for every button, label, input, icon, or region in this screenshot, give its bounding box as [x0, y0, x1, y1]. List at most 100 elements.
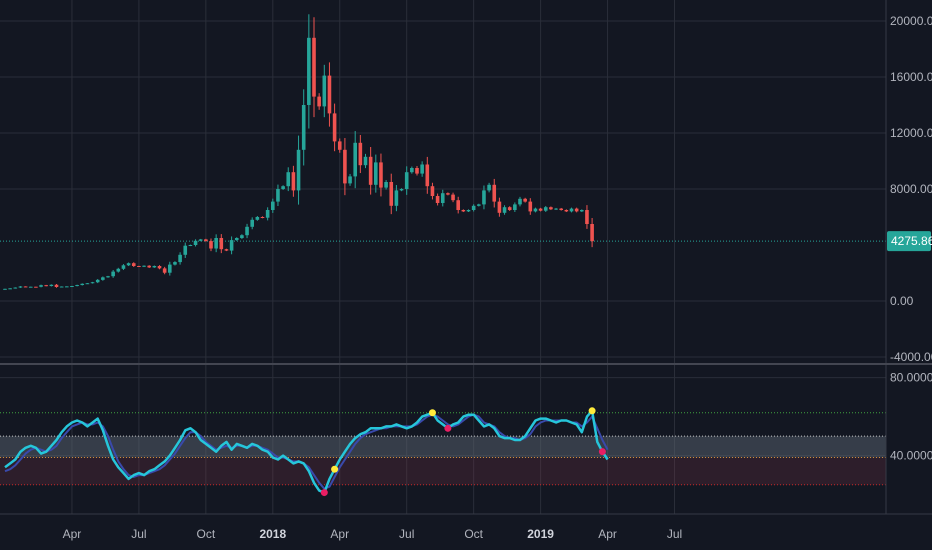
candle-body[interactable]: [430, 186, 435, 196]
candle-body[interactable]: [420, 164, 424, 174]
candle-body[interactable]: [126, 263, 131, 266]
candle[interactable]: [420, 161, 424, 177]
candle[interactable]: [142, 265, 146, 268]
candle[interactable]: [374, 154, 378, 193]
candle[interactable]: [394, 185, 399, 212]
candle[interactable]: [116, 267, 121, 273]
candle[interactable]: [559, 207, 563, 211]
candle-body[interactable]: [363, 156, 368, 166]
candle[interactable]: [13, 287, 18, 289]
candle-body[interactable]: [549, 207, 553, 210]
oscillator-series[interactable]: [4, 407, 609, 497]
candle[interactable]: [569, 207, 574, 213]
price-candles[interactable]: [3, 14, 594, 290]
candle[interactable]: [265, 207, 270, 221]
candle-body[interactable]: [168, 264, 172, 273]
candle-body[interactable]: [312, 37, 316, 97]
candle[interactable]: [574, 207, 579, 213]
candle[interactable]: [80, 283, 85, 286]
candle-body[interactable]: [3, 288, 7, 290]
candle[interactable]: [137, 265, 141, 267]
candle[interactable]: [296, 135, 301, 205]
candle[interactable]: [523, 197, 527, 203]
candle-body[interactable]: [95, 279, 100, 283]
candle-body[interactable]: [487, 184, 491, 191]
candle[interactable]: [147, 265, 151, 268]
candle-body[interactable]: [322, 75, 327, 107]
candle[interactable]: [214, 234, 218, 253]
candle-body[interactable]: [44, 285, 48, 287]
candle[interactable]: [332, 103, 337, 152]
candle[interactable]: [219, 234, 224, 254]
candle-body[interactable]: [585, 210, 589, 224]
candle[interactable]: [39, 284, 43, 288]
candle[interactable]: [168, 261, 172, 276]
candle-body[interactable]: [528, 201, 533, 212]
candle-body[interactable]: [8, 288, 12, 290]
candle[interactable]: [404, 166, 409, 195]
candle-body[interactable]: [348, 176, 352, 184]
candle-body[interactable]: [399, 189, 404, 191]
candle-body[interactable]: [116, 268, 121, 272]
candle-body[interactable]: [90, 282, 95, 284]
candle-body[interactable]: [23, 286, 28, 288]
candle-body[interactable]: [265, 210, 270, 218]
candle-body[interactable]: [358, 142, 363, 166]
candle[interactable]: [502, 205, 507, 215]
candle-body[interactable]: [518, 198, 522, 205]
candle[interactable]: [229, 236, 234, 255]
candle-body[interactable]: [188, 245, 193, 246]
candle-body[interactable]: [39, 285, 43, 287]
candle-body[interactable]: [13, 287, 18, 289]
candle[interactable]: [34, 286, 38, 288]
last-price-tag[interactable]: [887, 231, 931, 252]
candle[interactable]: [456, 196, 460, 214]
candle[interactable]: [451, 192, 455, 203]
candle[interactable]: [85, 283, 90, 285]
candle-body[interactable]: [543, 207, 548, 211]
candle[interactable]: [533, 207, 538, 213]
candle[interactable]: [126, 262, 131, 267]
candle-body[interactable]: [327, 75, 332, 114]
candle-body[interactable]: [477, 204, 481, 206]
candle-body[interactable]: [101, 277, 105, 280]
candle[interactable]: [317, 93, 321, 110]
candle-body[interactable]: [425, 164, 430, 187]
candle-body[interactable]: [75, 285, 79, 287]
candle[interactable]: [461, 209, 466, 213]
candle[interactable]: [70, 285, 74, 288]
candle-body[interactable]: [513, 204, 517, 210]
candle-body[interactable]: [255, 217, 260, 220]
candle[interactable]: [276, 184, 280, 207]
candle-body[interactable]: [281, 186, 285, 189]
candle-body[interactable]: [271, 201, 275, 210]
candle[interactable]: [65, 286, 69, 288]
candle-body[interactable]: [80, 283, 85, 286]
candle[interactable]: [18, 286, 23, 288]
candle-body[interactable]: [204, 239, 208, 242]
candle-body[interactable]: [404, 172, 409, 189]
candle[interactable]: [497, 197, 502, 217]
candle-body[interactable]: [471, 205, 476, 210]
candle-body[interactable]: [451, 194, 455, 201]
signal-marker[interactable]: [331, 465, 339, 473]
candle-body[interactable]: [142, 265, 146, 267]
candle[interactable]: [157, 265, 162, 270]
candle[interactable]: [466, 209, 471, 213]
candle[interactable]: [209, 238, 213, 252]
candle-body[interactable]: [296, 149, 301, 191]
signal-marker[interactable]: [444, 424, 452, 432]
candle-body[interactable]: [384, 182, 388, 188]
candle-body[interactable]: [554, 208, 558, 210]
candle[interactable]: [188, 244, 193, 247]
candle[interactable]: [389, 173, 394, 215]
candle-body[interactable]: [368, 156, 373, 185]
candle[interactable]: [528, 198, 533, 215]
candle-body[interactable]: [157, 266, 162, 269]
candle-body[interactable]: [250, 219, 254, 227]
candle-body[interactable]: [482, 190, 486, 205]
candle[interactable]: [415, 166, 419, 176]
candle[interactable]: [471, 204, 476, 212]
candle[interactable]: [538, 207, 543, 212]
